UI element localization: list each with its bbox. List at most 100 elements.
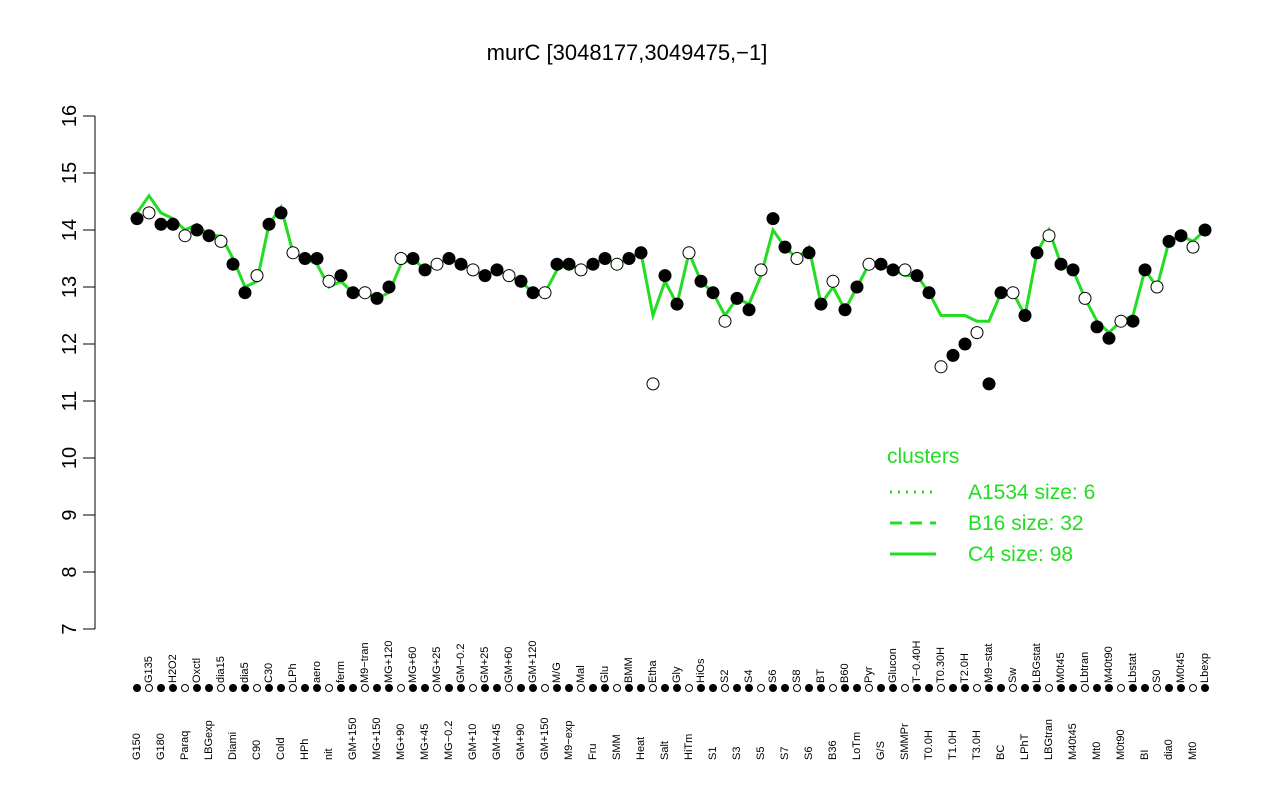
x-tick-label: Fru [587,744,599,761]
x-tick-label: GM+60 [503,647,515,683]
x-tick-label: T1.0H [947,730,959,760]
sample-marker [913,684,921,692]
x-tick-label: LBGexp [203,720,215,760]
sample-point [814,297,828,311]
sample-point [1006,286,1020,300]
sample-marker [301,684,309,692]
x-tick-label: Paraq [179,731,191,760]
x-tick-label: dia5 [239,662,251,683]
x-tick-label: M9−stat [983,644,995,683]
sample-point [886,263,900,277]
sample-marker [721,684,729,692]
sample-marker [877,684,885,692]
sample-point [502,269,516,283]
sample-marker [925,684,933,692]
sample-point [742,303,756,317]
x-tick-label: nit [323,748,335,760]
x-tick-label: BC [995,745,1007,760]
sample-point [1174,229,1188,243]
sample-marker [1201,684,1209,692]
sample-point [358,286,372,300]
sample-point [610,257,624,271]
x-tick-label: HiOs [695,658,707,683]
sample-point [154,217,168,231]
sample-marker [325,684,333,692]
x-tick-label: BT [815,669,827,683]
x-tick-label: Oxctl [191,658,203,683]
sample-point [1090,320,1104,334]
x-tick-label: Sw [1007,668,1019,683]
sample-marker [1117,684,1125,692]
sample-point [310,252,324,265]
x-tick-label: H2O2 [167,654,179,683]
sample-marker [529,684,537,692]
x-tick-label: MG+25 [431,647,443,683]
sample-marker [949,684,957,692]
x-tick-label: G180 [155,733,167,760]
sample-marker [433,684,441,692]
x-tick-label: MG+150 [371,718,383,761]
sample-point [1138,263,1152,277]
x-tick-label: M0t90 [1115,729,1127,760]
sample-point [790,252,804,265]
sample-marker [541,684,549,692]
sample-point [646,377,660,391]
x-tick-label: Mt0 [1187,742,1199,760]
x-tick-label: T−0.40H [911,640,923,683]
sample-point [826,274,840,288]
sample-marker [217,684,225,692]
sample-point [694,274,708,288]
sample-point [682,246,696,260]
sample-marker [1033,684,1041,692]
sample-marker [1153,684,1161,692]
sample-point [370,291,384,305]
sample-marker [637,684,645,692]
x-tick-label: HPh [299,739,311,760]
sample-marker [505,684,513,692]
sample-point [622,252,636,265]
sample-marker [937,684,945,692]
sample-point [178,229,192,243]
sample-point [142,206,156,220]
sample-point [538,286,552,300]
sample-point [262,217,276,231]
sample-point [1126,314,1140,328]
sample-marker [337,684,345,692]
y-tick-label: 10 [59,447,81,469]
x-tick-label: M9−tran [359,642,371,683]
x-tick-label: Lbexp [1199,653,1211,683]
sample-marker [361,684,369,692]
sample-marker [865,684,873,692]
sample-point [418,263,432,277]
sample-point [250,269,264,283]
sample-marker [829,684,837,692]
sample-marker [649,684,657,692]
x-tick-label: MG+45 [419,724,431,760]
x-tick-label: S5 [755,747,767,760]
sample-point [574,263,588,277]
sample-marker [781,684,789,692]
sample-point [466,263,480,277]
x-tick-label: Mal [575,665,587,683]
sample-marker [817,684,825,692]
sample-point [802,246,816,260]
sample-point [598,252,612,265]
x-tick-label: T0.30H [935,647,947,683]
sample-marker [889,684,897,692]
sample-marker [613,684,621,692]
sample-marker [589,684,597,692]
x-tick-label: B60 [839,663,851,683]
sample-marker [793,684,801,692]
sample-point [766,212,780,226]
chart-title: murC [3048177,3049475,−1] [487,40,768,65]
x-tick-label: SMMPr [899,723,911,760]
sample-marker [769,684,777,692]
sample-point [1162,234,1176,248]
sample-marker [1081,684,1089,692]
sample-marker [853,684,861,692]
sample-point [670,297,684,311]
sample-point [1030,246,1044,260]
sample-marker [469,684,477,692]
sample-marker [901,684,909,692]
sample-point [970,326,984,340]
